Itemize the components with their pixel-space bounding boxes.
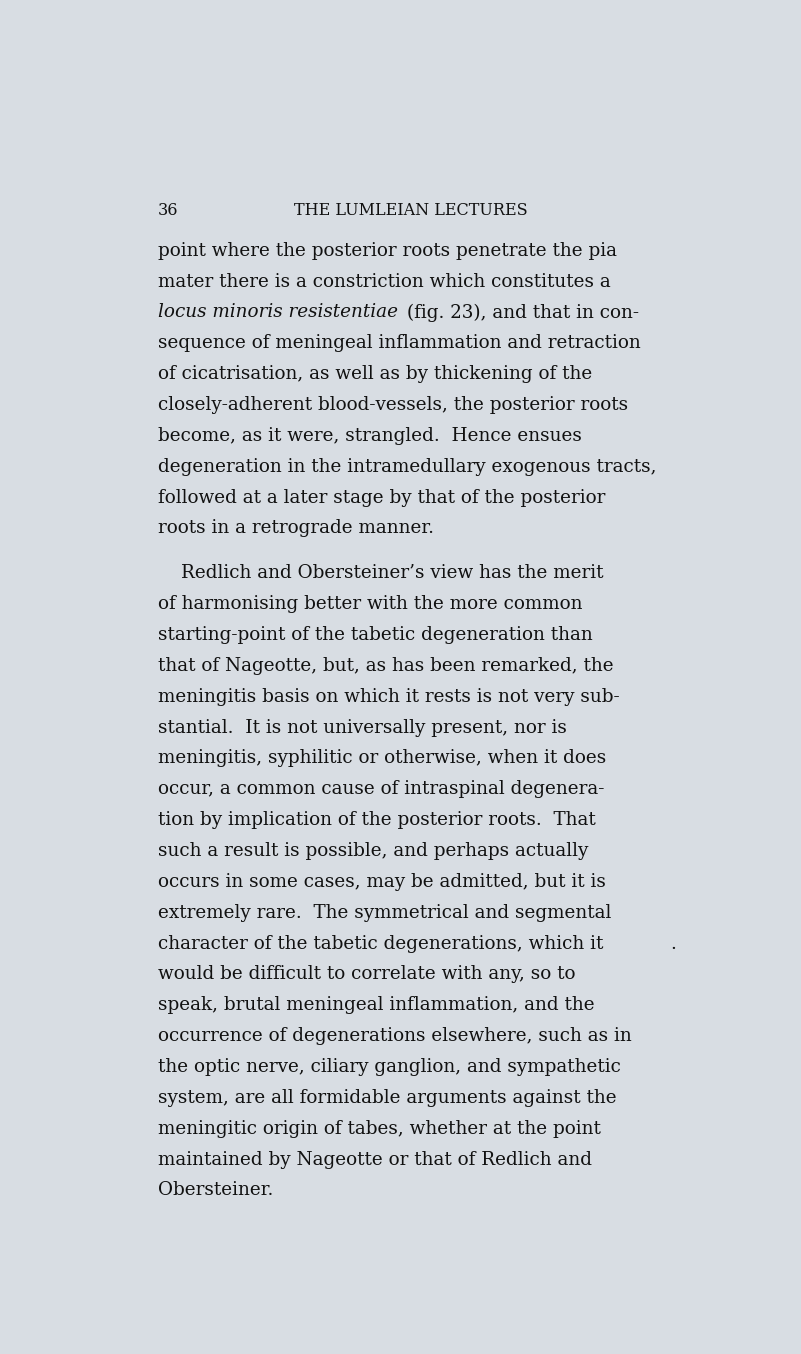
Text: 36: 36 <box>158 202 179 219</box>
Text: that of Nageotte, but, as has been remarked, the: that of Nageotte, but, as has been remar… <box>158 657 614 674</box>
Text: the optic nerve, ciliary ganglion, and sympathetic: the optic nerve, ciliary ganglion, and s… <box>158 1057 621 1076</box>
Text: become, as it were, strangled.  Hence ensues: become, as it were, strangled. Hence ens… <box>158 427 582 445</box>
Text: would be difficult to correlate with any, so to: would be difficult to correlate with any… <box>158 965 575 983</box>
Text: meningitic origin of tabes, whether at the point: meningitic origin of tabes, whether at t… <box>158 1120 601 1137</box>
Text: meningitis basis on which it rests is not very sub-: meningitis basis on which it rests is no… <box>158 688 619 705</box>
Text: followed at a later stage by that of the posterior: followed at a later stage by that of the… <box>158 489 606 506</box>
Text: point where the posterior roots penetrate the pia: point where the posterior roots penetrat… <box>158 242 617 260</box>
Text: of harmonising better with the more common: of harmonising better with the more comm… <box>158 594 582 613</box>
Text: such a result is possible, and perhaps actually: such a result is possible, and perhaps a… <box>158 842 588 860</box>
Text: Redlich and Obersteiner’s view has the merit: Redlich and Obersteiner’s view has the m… <box>182 565 604 582</box>
Text: occur, a common cause of intraspinal degenera-: occur, a common cause of intraspinal deg… <box>158 780 604 799</box>
Text: occurrence of degenerations elsewhere, such as in: occurrence of degenerations elsewhere, s… <box>158 1028 632 1045</box>
Text: sequence of meningeal inflammation and retraction: sequence of meningeal inflammation and r… <box>158 334 641 352</box>
Text: stantial.  It is not universally present, nor is: stantial. It is not universally present,… <box>158 719 567 737</box>
Text: tion by implication of the posterior roots.  That: tion by implication of the posterior roo… <box>158 811 596 829</box>
Text: starting-point of the tabetic degeneration than: starting-point of the tabetic degenerati… <box>158 626 593 645</box>
Text: THE LUMLEIAN LECTURES: THE LUMLEIAN LECTURES <box>294 202 527 219</box>
Text: .: . <box>670 934 677 952</box>
Text: character of the tabetic degenerations, which it: character of the tabetic degenerations, … <box>158 934 603 952</box>
Text: speak, brutal meningeal inflammation, and the: speak, brutal meningeal inflammation, an… <box>158 997 594 1014</box>
Text: of cicatrisation, as well as by thickening of the: of cicatrisation, as well as by thickeni… <box>158 366 592 383</box>
Text: locus minoris resistentiae: locus minoris resistentiae <box>158 303 398 321</box>
Text: occurs in some cases, may be admitted, but it is: occurs in some cases, may be admitted, b… <box>158 873 606 891</box>
Text: system, are all formidable arguments against the: system, are all formidable arguments aga… <box>158 1089 617 1106</box>
Text: meningitis, syphilitic or otherwise, when it does: meningitis, syphilitic or otherwise, whe… <box>158 749 606 768</box>
Text: Obersteiner.: Obersteiner. <box>158 1182 273 1200</box>
Text: (fig. 23), and that in con-: (fig. 23), and that in con- <box>401 303 639 322</box>
Text: maintained by Nageotte or that of Redlich and: maintained by Nageotte or that of Redlic… <box>158 1151 592 1169</box>
Text: closely-adherent blood-vessels, the posterior roots: closely-adherent blood-vessels, the post… <box>158 395 628 414</box>
Text: extremely rare.  The symmetrical and segmental: extremely rare. The symmetrical and segm… <box>158 903 611 922</box>
Text: degeneration in the intramedullary exogenous tracts,: degeneration in the intramedullary exoge… <box>158 458 656 475</box>
Text: roots in a retrograde manner.: roots in a retrograde manner. <box>158 520 434 538</box>
Text: mater there is a constriction which constitutes a: mater there is a constriction which cons… <box>158 272 610 291</box>
